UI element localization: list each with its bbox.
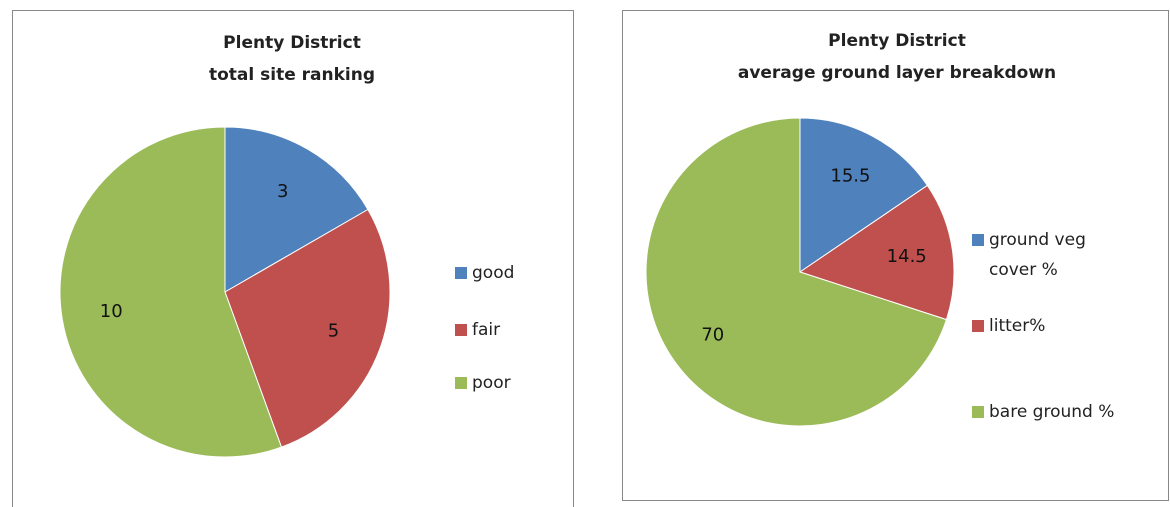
legend-swatch [455,377,467,389]
pie-slice [224,126,369,293]
legend-label: ground veg cover % [989,230,1086,280]
chart-title: average ground layer breakdown [738,63,1056,83]
pie-slice [799,117,929,273]
legend-label: good [472,263,515,283]
legend-label: poor [472,373,511,393]
data-label: 15.5 [830,166,870,187]
chart-frame [12,10,574,507]
legend-swatch [972,320,984,332]
legend-item: bare ground % [972,397,1122,427]
legend-label: fair [472,320,501,340]
legend-swatch [455,324,467,336]
legend-item: ground veg cover % [972,225,1122,285]
legend-label: litter% [989,316,1046,336]
pie-slice [798,184,955,321]
legend-item: poor [455,368,575,398]
legend-swatch [972,234,984,246]
chart-title: Plenty District [223,33,361,53]
pie-slice [224,208,391,448]
data-label: 5 [328,321,339,342]
data-label: 70 [701,324,724,345]
pie-slice [645,117,948,427]
legend-swatch [455,267,467,279]
data-label: 3 [277,181,288,202]
legend-item: fair [455,315,575,345]
legend-item: good [455,258,575,288]
pie-slice [59,126,283,458]
legend-item: litter% [972,311,1122,341]
chart-title: total site ranking [209,65,375,85]
chart-title: Plenty District [828,31,966,51]
legend-label: bare ground % [989,402,1115,422]
data-label: 10 [100,301,123,322]
legend-swatch [972,406,984,418]
chart-frame [622,10,1169,501]
data-label: 14.5 [887,246,927,267]
